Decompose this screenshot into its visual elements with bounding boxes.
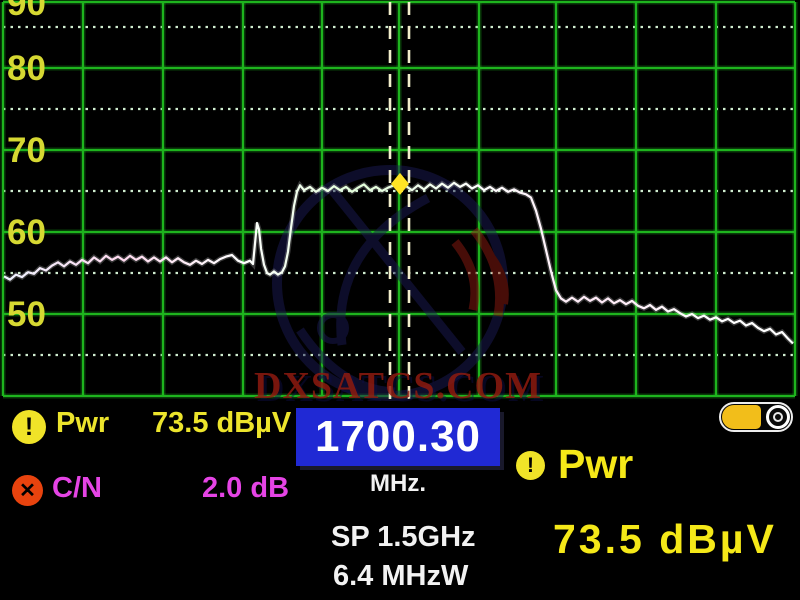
y-axis-label: 80 bbox=[7, 49, 46, 88]
cn-label: C/N bbox=[52, 472, 102, 504]
battery-cap-inner bbox=[773, 412, 783, 422]
warning-icon-large: ! bbox=[516, 451, 545, 480]
warning-icon: ! bbox=[12, 410, 46, 444]
battery-icon bbox=[719, 402, 793, 432]
y-axis-label: 70 bbox=[7, 131, 46, 170]
watermark: DXSATCS.COM bbox=[254, 365, 542, 407]
logo-stroke bbox=[296, 327, 396, 397]
logo-ring bbox=[317, 312, 349, 344]
cn-value: 2.0 dB bbox=[202, 472, 290, 504]
big-pwr-value: 73.5 dBµV bbox=[553, 516, 777, 562]
big-pwr-label: Pwr bbox=[558, 441, 634, 487]
spectrum-plot: 90 80 70 60 50 bbox=[0, 0, 798, 404]
logo-stroke bbox=[336, 194, 431, 346]
y-axis-label: 50 bbox=[7, 295, 46, 334]
error-icon: ✕ bbox=[12, 475, 43, 506]
warning-glyph: ! bbox=[527, 454, 534, 477]
span-setting: SP 1.5GHz bbox=[331, 521, 476, 553]
pwr-value: 73.5 dBµV bbox=[152, 407, 292, 439]
marker-diamond-icon bbox=[391, 172, 409, 195]
warning-glyph: ! bbox=[24, 412, 34, 441]
battery-fill bbox=[722, 405, 761, 429]
error-glyph: ✕ bbox=[19, 479, 36, 502]
battery-cap bbox=[766, 405, 790, 429]
trace-line bbox=[3, 181, 794, 345]
bandwidth-setting: 6.4 MHzW bbox=[333, 560, 469, 592]
frequency-value: 1700.30 bbox=[314, 412, 482, 461]
spectrum-trace bbox=[2, 179, 795, 346]
logo-stroke bbox=[328, 187, 466, 355]
y-axis-labels: 90 80 70 60 50 bbox=[7, 0, 46, 334]
y-axis-label: 60 bbox=[7, 213, 46, 252]
frequency-cursors bbox=[388, 2, 411, 404]
logo-red-arc bbox=[488, 255, 509, 305]
pwr-label: Pwr bbox=[56, 407, 110, 439]
grid bbox=[0, 0, 798, 399]
y-axis-label: 90 bbox=[7, 0, 46, 23]
logo-red-arc bbox=[451, 239, 480, 311]
frequency-display: 1700.30 bbox=[296, 408, 500, 466]
frequency-unit: MHz. bbox=[370, 470, 426, 497]
